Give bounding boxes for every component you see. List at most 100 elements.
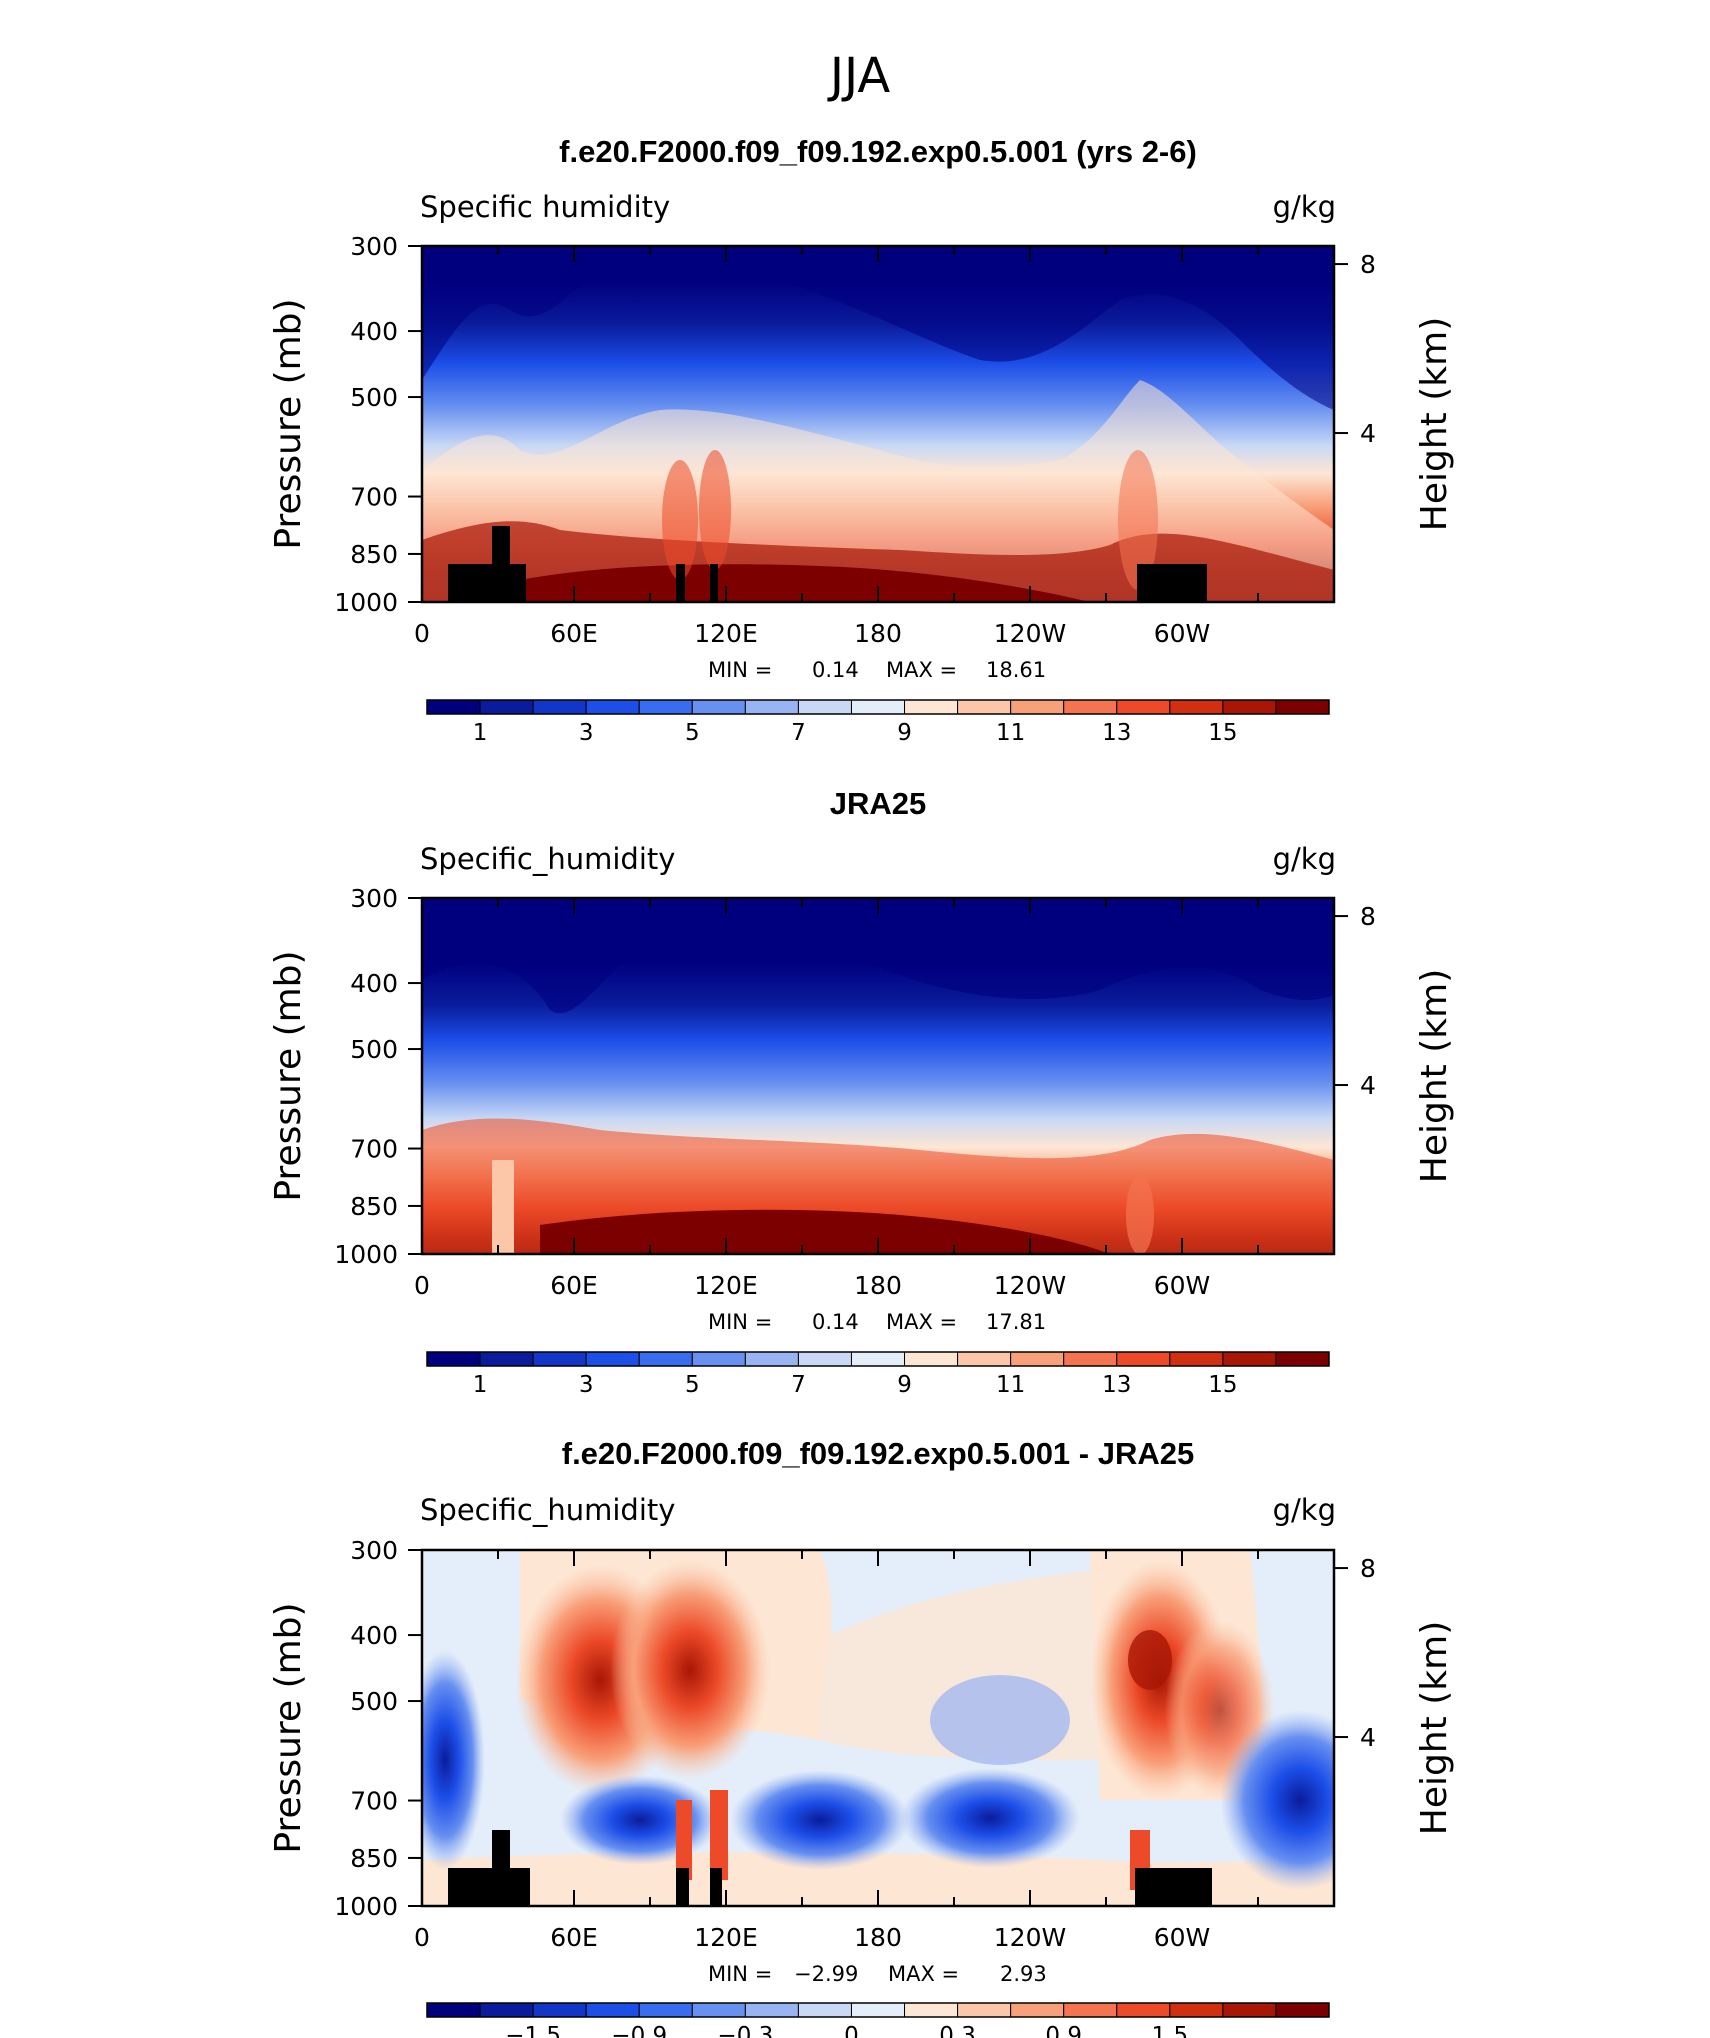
x-tick-label: 60W [1154, 1923, 1211, 1952]
colorbar-box [1222, 1351, 1277, 1367]
colorbar-frame [426, 699, 1330, 715]
y-tick-label-right: 8 [1360, 902, 1376, 931]
y-tick-label: 300 [350, 232, 398, 261]
variable-label: Specific_humidity [420, 1493, 675, 1527]
min-label: MIN = [708, 1310, 772, 1334]
y-axis-label-right: Height (km) [1414, 1621, 1455, 1835]
contour-field [422, 898, 1334, 1254]
max-label: MAX = [886, 1310, 957, 1334]
colorbar-label: 0.3 [939, 2023, 976, 2038]
x-tick-label: 180 [854, 619, 902, 648]
colorbar-box [1063, 2002, 1118, 2018]
min-value: 0.14 [812, 1310, 859, 1334]
colorbar-box [1169, 699, 1224, 715]
colorbar-box [957, 1351, 1012, 1367]
contour-field [422, 1550, 1334, 1906]
x-tick-label: 180 [854, 1271, 902, 1300]
panel-difference: f.e20.F2000.f09_f09.192.exp0.5.001 - JRA… [268, 1436, 1455, 2038]
colorbar-box [904, 1351, 959, 1367]
y-tick-label: 1000 [334, 588, 398, 617]
y-tick-label: 850 [350, 540, 398, 569]
colorbar-box [585, 1351, 640, 1367]
y-tick-label: 500 [350, 1035, 398, 1064]
colorbar-frame [426, 1351, 1330, 1367]
colorbar-box [744, 2002, 799, 2018]
y-tick-label: 1000 [334, 1892, 398, 1921]
colorbar-label: 9 [897, 720, 912, 746]
colorbar-label: 5 [685, 720, 700, 746]
y-axis-label-right: Height (km) [1414, 317, 1455, 531]
y-axis-label: Pressure (mb) [268, 1602, 309, 1853]
colorbar-label: 7 [791, 720, 806, 746]
colorbar-box [479, 2002, 534, 2018]
max-label: MAX = [886, 658, 957, 682]
colorbar-box [426, 2002, 481, 2018]
colorbar-label: 15 [1208, 720, 1237, 746]
colorbar-box [691, 2002, 746, 2018]
y-tick-label: 850 [350, 1192, 398, 1221]
colorbar-box [1275, 2002, 1330, 2018]
x-tick-label: 120E [694, 1271, 758, 1300]
y-tick-label: 400 [350, 317, 398, 346]
colorbar-box [744, 699, 799, 715]
colorbar-label: 0 [844, 2023, 859, 2038]
colorbar-box [850, 1351, 906, 1367]
x-tick-label: 120E [694, 619, 758, 648]
colorbar: 1 3 5 7 9 11 13 15 [426, 699, 1330, 746]
colorbar-label: 11 [996, 1372, 1025, 1398]
y-axis-label: Pressure (mb) [268, 950, 309, 1201]
axes: 0 60E 120E 180 120W 60W 300 400 500 700 850 1000 8 4 [334, 232, 1376, 648]
colorbar-box [1169, 1351, 1224, 1367]
contour-field [422, 246, 1334, 602]
max-value: 2.93 [1000, 1962, 1047, 1986]
colorbar-label: 1 [473, 1372, 488, 1398]
units-label: g/kg [1273, 190, 1336, 224]
topography-mask [448, 526, 1207, 602]
variable-label: Specific humidity [420, 190, 670, 224]
colorbar-box [904, 699, 959, 715]
colorbar-box [797, 1351, 852, 1367]
panel-title: f.e20.F2000.f09_f09.192.exp0.5.001 (yrs … [559, 134, 1197, 169]
colorbar-box [850, 2002, 906, 2018]
colorbar-box [1010, 2002, 1065, 2018]
colorbar-frame [426, 2002, 1330, 2018]
y-tick-label: 700 [350, 1787, 398, 1816]
colorbar-box [479, 1351, 534, 1367]
y-tick-label-right: 8 [1360, 1554, 1376, 1583]
colorbar-box [479, 699, 534, 715]
colorbar-label: 0.9 [1045, 2023, 1082, 2038]
colorbar-box [638, 699, 693, 715]
y-tick-label: 300 [350, 1536, 398, 1565]
colorbar-box [638, 2002, 693, 2018]
min-label: MIN = [708, 658, 772, 682]
min-label: MIN = [708, 1962, 772, 1986]
x-tick-label: 0 [414, 1923, 430, 1952]
colorbar-label: −0.3 [717, 2023, 773, 2038]
variable-label: Specific_humidity [420, 842, 675, 876]
colorbar-box [691, 699, 746, 715]
colorbar-box [1222, 699, 1277, 715]
colorbar-label: −1.5 [505, 2023, 561, 2038]
stats-line: MIN = 0.14 MAX = 18.61 [708, 658, 1046, 682]
colorbar-box [585, 699, 640, 715]
panel-title: f.e20.F2000.f09_f09.192.exp0.5.001 - JRA… [562, 1436, 1194, 1471]
colorbar-label: 9 [897, 1372, 912, 1398]
colorbar-box [744, 1351, 799, 1367]
colorbar-box [797, 699, 852, 715]
units-label: g/kg [1273, 842, 1336, 876]
y-tick-label-right: 4 [1360, 1723, 1376, 1752]
x-tick-label: 120W [994, 619, 1066, 648]
x-tick-label: 60W [1154, 1271, 1211, 1300]
colorbar-box [1116, 699, 1171, 715]
colorbar-box [638, 1351, 693, 1367]
y-tick-label: 700 [350, 1135, 398, 1164]
panel-observations: JRA25 Specific_humidity g/kg 0 60E 120E 180… [268, 786, 1455, 1398]
x-tick-label: 0 [414, 619, 430, 648]
y-tick-label: 400 [350, 969, 398, 998]
colorbar-box [532, 2002, 587, 2018]
colorbar-box [1010, 699, 1065, 715]
max-value: 18.61 [986, 658, 1046, 682]
colorbar-box [1222, 2002, 1277, 2018]
units-label: g/kg [1273, 1493, 1336, 1527]
